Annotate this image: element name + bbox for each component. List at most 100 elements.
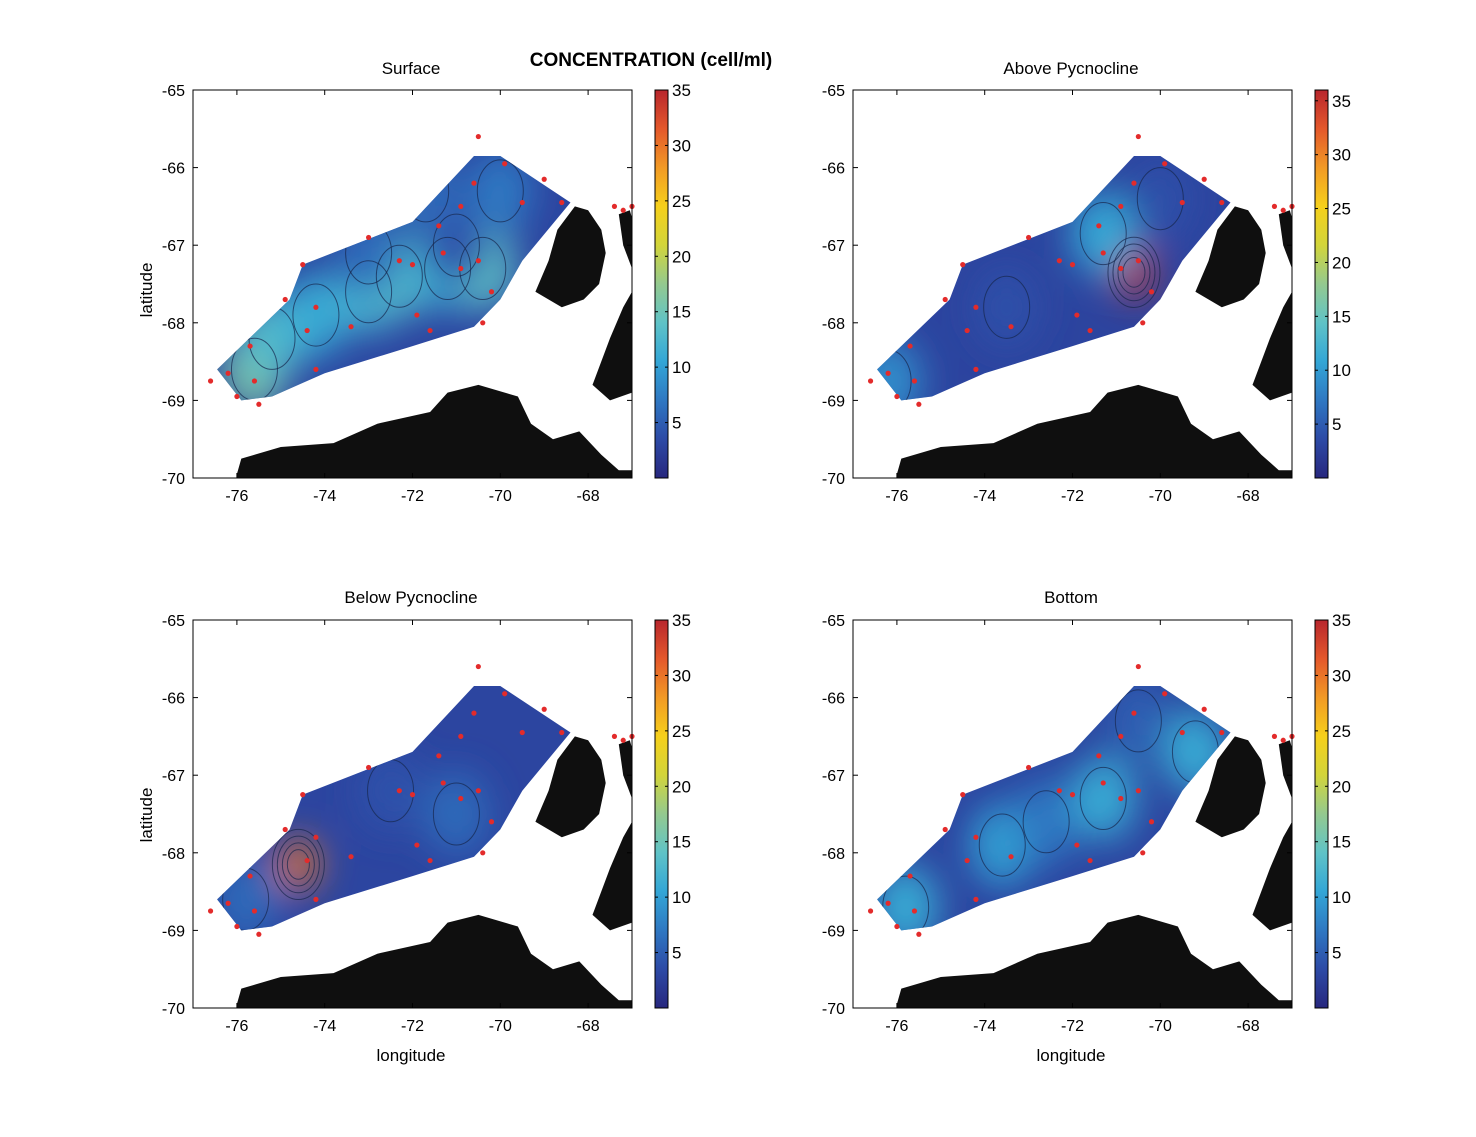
- station-marker: [488, 819, 495, 825]
- station-marker: [458, 265, 464, 272]
- station-marker: [559, 729, 565, 736]
- colorbar-tick-label: 25: [672, 722, 691, 741]
- colorbar: [654, 89, 669, 479]
- field-peak: [467, 156, 533, 233]
- station-marker: [436, 223, 442, 229]
- y-tick-label: -66: [162, 161, 185, 178]
- station-marker: [234, 393, 240, 400]
- x-tick-label: -68: [577, 1018, 600, 1035]
- station-marker: [207, 908, 214, 914]
- station-marker: [502, 161, 508, 167]
- station-marker: [1100, 250, 1106, 256]
- y-tick-label: -65: [162, 613, 185, 630]
- panel-title: Surface: [382, 59, 441, 78]
- station-marker: [313, 366, 319, 372]
- x-tick-label: -68: [577, 488, 600, 505]
- station-marker: [1271, 203, 1278, 209]
- y-tick-label: -70: [822, 471, 845, 488]
- station-marker: [348, 854, 354, 860]
- x-tick-label: -74: [973, 488, 996, 505]
- station-marker: [916, 401, 922, 407]
- station-marker: [304, 857, 310, 864]
- panel-title: Bottom: [1044, 588, 1098, 607]
- station-marker: [1135, 133, 1141, 140]
- x-tick-label: -76: [885, 488, 908, 505]
- station-marker: [1056, 788, 1062, 794]
- y-tick-label: -65: [822, 83, 845, 100]
- station-marker: [867, 378, 874, 384]
- station-marker: [225, 900, 231, 906]
- station-marker: [519, 199, 525, 206]
- station-marker: [1056, 258, 1062, 264]
- station-marker: [247, 343, 253, 349]
- station-marker: [960, 262, 966, 268]
- y-tick-label: -69: [162, 923, 185, 940]
- colorbar-tick-label: 15: [1332, 833, 1351, 852]
- station-marker: [256, 931, 262, 937]
- x-tick-label: -74: [313, 488, 336, 505]
- x-tick-label: -72: [1061, 1018, 1084, 1035]
- station-marker: [559, 199, 565, 206]
- x-tick-label: -70: [489, 488, 512, 505]
- colorbar: [1314, 89, 1329, 479]
- station-marker: [471, 180, 477, 186]
- colorbar-tick-label: 15: [672, 833, 691, 852]
- contour-line: [1112, 243, 1156, 302]
- land-mass: [618, 740, 632, 799]
- y-tick-label: -66: [822, 691, 845, 708]
- station-marker: [440, 780, 446, 786]
- station-marker: [1148, 289, 1155, 295]
- land-mass: [1252, 821, 1292, 931]
- station-marker: [251, 908, 258, 914]
- land-mass: [1195, 206, 1266, 308]
- colorbar-tick-label: 30: [1332, 146, 1351, 165]
- y-tick-label: -67: [162, 238, 185, 255]
- station-marker: [409, 262, 416, 268]
- contour-line: [1079, 766, 1127, 831]
- station-marker: [1201, 176, 1207, 182]
- station-marker: [1135, 258, 1141, 264]
- station-marker: [1074, 842, 1080, 848]
- station-marker: [475, 258, 481, 264]
- station-marker: [1026, 764, 1032, 771]
- station-marker: [502, 691, 508, 697]
- station-marker: [234, 923, 240, 930]
- station-marker: [1008, 324, 1014, 330]
- station-marker: [1162, 691, 1168, 697]
- colorbar-tick-label: 5: [672, 414, 681, 433]
- station-marker: [907, 343, 913, 349]
- colorbar-tick-label: 30: [1332, 666, 1351, 685]
- station-marker: [414, 842, 420, 848]
- station-marker: [1219, 729, 1225, 736]
- station-marker: [1087, 327, 1093, 334]
- station-marker: [942, 296, 948, 303]
- colorbar-tick-label: 10: [672, 888, 691, 907]
- x-tick-label: -76: [225, 1018, 248, 1035]
- x-tick-label: -70: [489, 1018, 512, 1035]
- station-marker: [1008, 854, 1014, 860]
- station-marker: [541, 176, 547, 182]
- station-marker: [300, 792, 306, 798]
- station-marker: [1135, 788, 1141, 794]
- panel-title: Above Pycnocline: [1003, 59, 1138, 78]
- y-tick-label: -69: [822, 923, 845, 940]
- station-marker: [1118, 795, 1124, 802]
- station-marker: [471, 710, 477, 716]
- contour-line: [1117, 250, 1151, 295]
- land-mass: [535, 206, 606, 308]
- colorbar-tick-label: 5: [1332, 944, 1341, 963]
- colorbar-tick-label: 35: [1332, 92, 1351, 111]
- station-marker: [541, 706, 547, 712]
- station-marker: [300, 262, 306, 268]
- station-marker: [488, 289, 495, 295]
- y-tick-label: -65: [822, 613, 845, 630]
- land-mass: [1252, 291, 1292, 401]
- station-marker: [304, 327, 310, 334]
- station-marker: [1140, 320, 1146, 326]
- station-marker: [1096, 223, 1102, 229]
- station-marker: [458, 733, 464, 740]
- land-mass: [896, 914, 1292, 1008]
- field-peak: [974, 265, 1040, 349]
- x-axis-label: longitude: [1036, 1046, 1105, 1065]
- station-marker: [313, 896, 319, 902]
